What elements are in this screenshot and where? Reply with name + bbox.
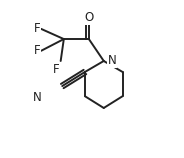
Text: F: F xyxy=(52,63,59,76)
Text: O: O xyxy=(84,11,93,24)
Text: F: F xyxy=(34,22,40,35)
Text: F: F xyxy=(34,44,40,57)
Text: N: N xyxy=(33,91,42,104)
Text: N: N xyxy=(108,54,116,67)
